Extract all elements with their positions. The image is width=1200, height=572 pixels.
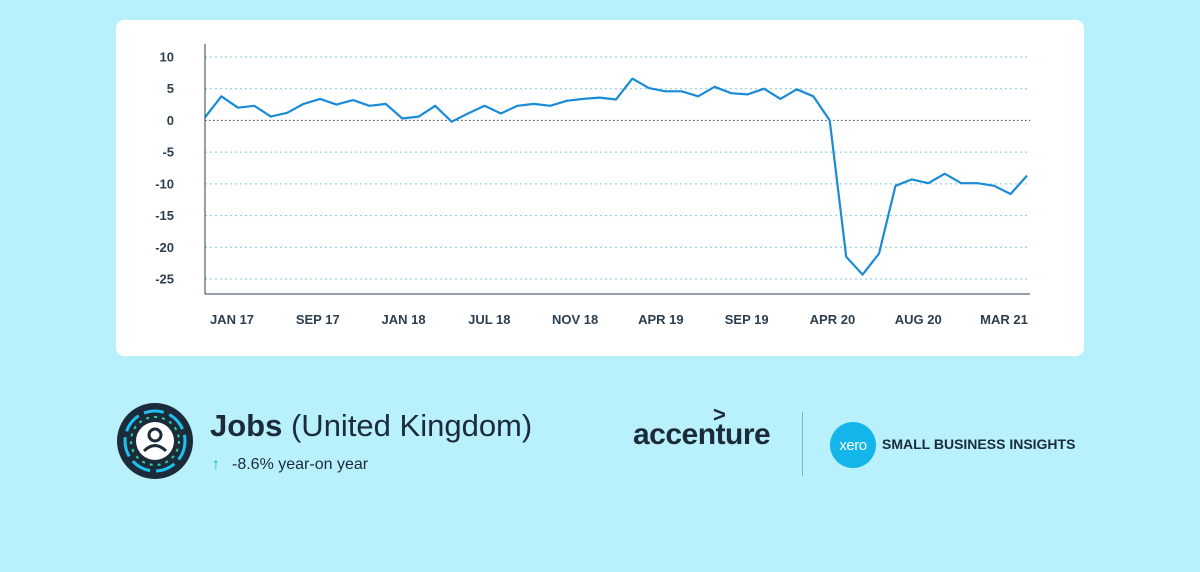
metric-region: (United Kingdom)	[290, 408, 533, 443]
y-tick-label: -20	[155, 240, 174, 255]
change-text: -8.6% year-on year	[232, 456, 369, 473]
xero-wordmark: xero	[839, 436, 867, 454]
y-tick-label: -25	[155, 272, 174, 287]
x-tick-label: JAN 17	[210, 312, 254, 327]
arrow-up-icon: ↑	[212, 456, 220, 473]
metric-title: Jobs (United Kingdom)	[210, 408, 532, 444]
y-tick-label: -10	[155, 176, 174, 191]
line-chart: 10 5 0 -5 -10 -15 -20 -25 JAN 17 SEP 17 JAN 18 JUL…	[155, 44, 1030, 327]
x-tick-label: APR 20	[810, 312, 856, 327]
x-tick-label: AUG 20	[895, 312, 942, 327]
y-tick-label: -5	[162, 145, 174, 160]
x-tick-label: MAR 21	[980, 312, 1028, 327]
y-tick-label: 5	[167, 81, 174, 96]
x-tick-label: SEP 17	[296, 312, 340, 327]
y-tick-label: 0	[167, 113, 174, 128]
x-tick-label: APR 19	[638, 312, 684, 327]
person-circle-icon	[117, 403, 193, 479]
x-tick-label: NOV 18	[552, 312, 598, 327]
x-tick-label: SEP 19	[725, 312, 769, 327]
xero-logo: xero	[830, 422, 876, 468]
accenture-wordmark: accenture	[633, 418, 771, 451]
chart-card: 10 5 0 -5 -10 -15 -20 -25 JAN 17 SEP 17 JAN 18 JUL…	[116, 20, 1084, 356]
metric-change: ↑ -8.6% year-on year	[212, 456, 368, 474]
x-tick-label: JAN 18	[382, 312, 426, 327]
accenture-logo: > accenture	[633, 402, 771, 452]
x-tick-label: JUL 18	[468, 312, 510, 327]
accenture-caret: >	[713, 402, 726, 427]
jobs-series-line	[204, 77, 1028, 276]
y-tick-label: 10	[160, 50, 174, 65]
y-tick-label: -15	[155, 208, 174, 223]
small-business-insights: SMALL BUSINESS INSIGHTS	[882, 436, 1076, 452]
logo-divider	[802, 412, 803, 476]
metric-name: Jobs	[210, 408, 283, 443]
